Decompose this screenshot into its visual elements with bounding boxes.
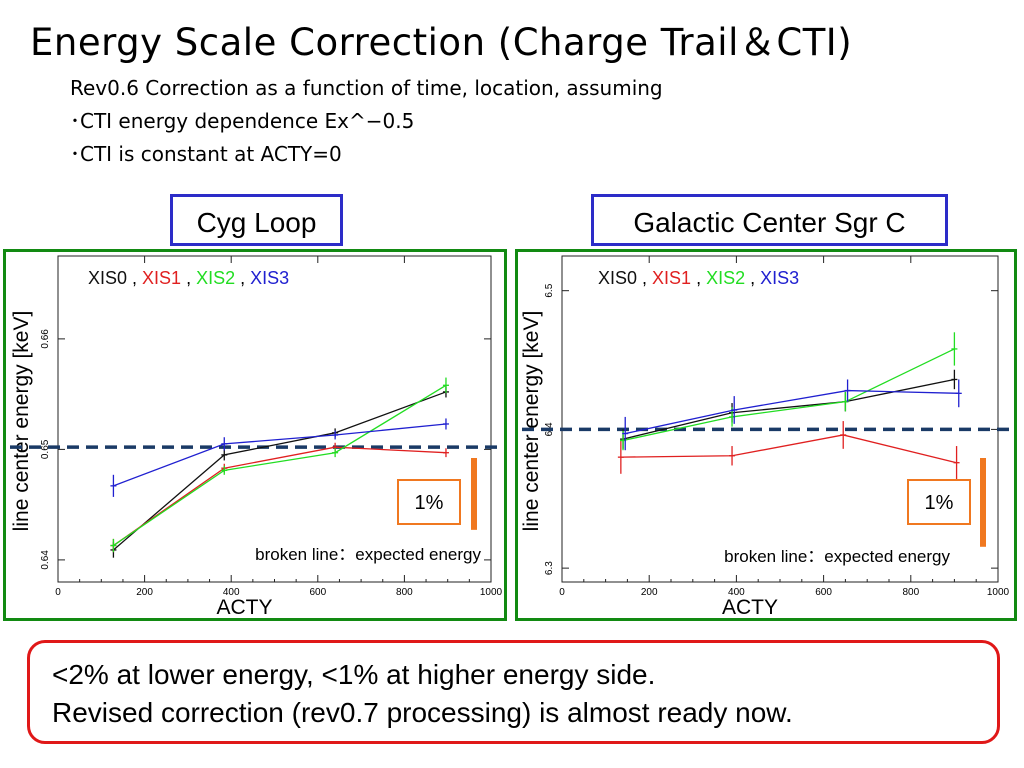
scale-bar (980, 458, 986, 547)
legend-entry-xis0: XIS0 (88, 268, 127, 288)
y-tick-label: 0.64 (40, 550, 51, 570)
x-tick-label: 600 (309, 587, 326, 598)
legend-entry-xis2: XIS2 (196, 268, 235, 288)
scale-label: 1% (925, 492, 954, 514)
subtitle-line: Rev0.6 Correction as a function of time,… (70, 76, 663, 100)
panel-label-cyg-loop: Cyg Loop (170, 194, 343, 246)
summary-line: <2% at lower energy, <1% at higher energ… (52, 659, 656, 690)
x-tick-label: 800 (396, 587, 413, 598)
chart-cyg-loop: 0 200 400 600 800 1000 0.64 0.65 0.66 ACTY line ce… (10, 255, 503, 618)
x-tick-label: 200 (136, 587, 153, 598)
slide-title: Energy Scale Correction (Charge Trail＆CT… (30, 21, 853, 64)
y-tick-label: 6.3 (544, 561, 555, 575)
x-tick-label: 1000 (480, 587, 503, 598)
series-line-xis1 (620, 434, 957, 464)
summary-box: <2% at lower energy, <1% at higher energ… (27, 640, 1000, 744)
series-line-xis0 (622, 378, 955, 440)
legend-separator: , (181, 268, 196, 288)
legend-entry-xis0: XIS0 (598, 268, 637, 288)
subtitle-line: ･CTI is constant at ACTY=0 (70, 142, 342, 166)
x-tick-label: 1000 (987, 587, 1010, 598)
series-line-xis2 (113, 384, 447, 547)
legend-separator: , (235, 268, 250, 288)
legend: XIS0 , XIS1 , XIS2 , XIS3 (88, 268, 289, 288)
scale-bar (471, 458, 477, 530)
y-tick-label: 0.66 (40, 329, 51, 349)
chart-panel-cyg-loop: 0 200 400 600 800 1000 0.64 0.65 0.66 ACTY line ce… (3, 249, 507, 621)
legend-entry-xis1: XIS1 (652, 268, 691, 288)
series-line-xis2 (622, 348, 955, 442)
series-line-xis3 (113, 423, 447, 487)
x-tick-label: 600 (815, 587, 832, 598)
x-tick-label: 0 (55, 587, 61, 598)
series-line-xis3 (625, 389, 959, 435)
y-axis-label: line center energy [keV] (520, 311, 543, 532)
legend-separator: , (691, 268, 706, 288)
panel-label-galactic-center: Galactic Center Sgr C (591, 194, 948, 246)
x-tick-label: 400 (728, 587, 745, 598)
plot-frame (57, 255, 492, 583)
scale-label-box (397, 479, 461, 525)
y-axis-label: line center energy [keV] (10, 311, 33, 532)
scale-label-box (907, 479, 971, 525)
legend-entry-xis3: XIS3 (760, 268, 799, 288)
series-line-xis1 (113, 446, 447, 547)
legend: XIS0 , XIS1 , XIS2 , XIS3 (598, 268, 799, 288)
x-tick-label: 800 (902, 587, 919, 598)
series-line-xis0 (113, 391, 447, 551)
x-axis-label: ACTY (216, 596, 272, 618)
scale-label: 1% (415, 492, 444, 514)
x-tick-label: 400 (223, 587, 240, 598)
plot-frame (561, 255, 999, 583)
expected-energy-note: broken line：expected energy (255, 545, 481, 564)
expected-energy-note: broken line：expected energy (724, 547, 950, 566)
y-tick-label: 0.65 (40, 439, 51, 459)
legend-entry-xis2: XIS2 (706, 268, 745, 288)
summary-line: Revised correction (rev0.7 processing) i… (52, 697, 793, 728)
y-tick-label: 6.5 (544, 283, 555, 297)
subtitle-line: ･CTI energy dependence Ex^−0.5 (70, 109, 415, 133)
legend-separator: , (637, 268, 652, 288)
x-tick-label: 0 (559, 587, 565, 598)
legend-entry-xis3: XIS3 (250, 268, 289, 288)
subtitle-block: Rev0.6 Correction as a function of time,… (70, 72, 663, 171)
legend-separator: , (127, 268, 142, 288)
x-axis-label: ACTY (722, 596, 778, 618)
legend-separator: , (745, 268, 760, 288)
legend-entry-xis1: XIS1 (142, 268, 181, 288)
x-tick-label: 200 (641, 587, 658, 598)
